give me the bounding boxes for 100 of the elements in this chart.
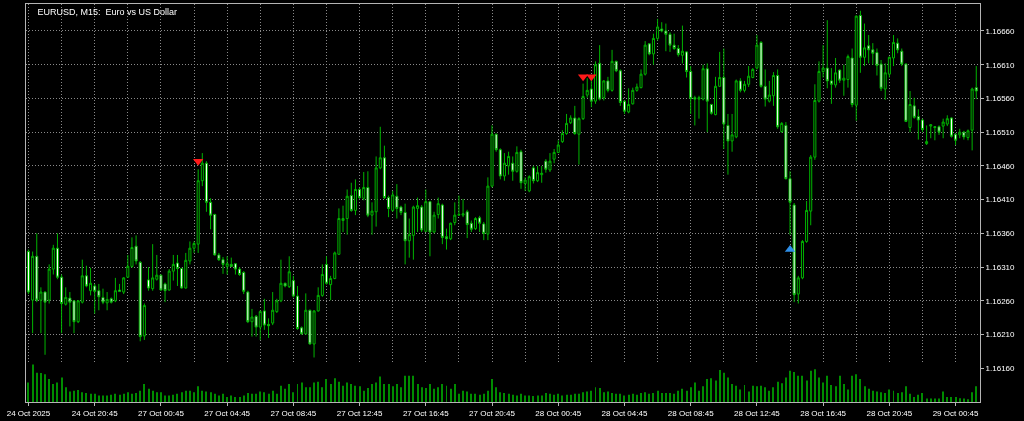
bar	[735, 385, 737, 402]
bar	[739, 389, 741, 402]
bar	[462, 390, 464, 402]
bar	[607, 391, 609, 402]
bar	[379, 376, 381, 402]
bar	[40, 373, 42, 402]
bar	[408, 375, 410, 402]
bar	[884, 392, 886, 402]
y-tick-label: 1.16510	[985, 127, 1016, 137]
bar	[454, 383, 456, 402]
bar	[234, 397, 236, 402]
bar	[520, 393, 522, 402]
candlestick	[664, 23, 668, 52]
bar	[185, 390, 187, 402]
candlestick	[536, 165, 540, 183]
bar	[599, 388, 601, 402]
bar	[288, 383, 290, 402]
candlestick	[792, 202, 796, 303]
bar	[363, 390, 365, 402]
candlestick	[403, 203, 407, 265]
bar	[578, 393, 580, 402]
bar	[690, 387, 692, 402]
bar	[32, 364, 34, 402]
bar	[864, 386, 866, 402]
candlestick	[540, 165, 544, 184]
bar	[487, 390, 489, 402]
candlestick	[925, 124, 929, 145]
bar	[36, 372, 38, 402]
bar	[768, 390, 770, 402]
bar	[835, 386, 837, 402]
y-tick-label: 1.16360	[985, 229, 1016, 239]
bar	[495, 387, 497, 402]
bar	[276, 393, 278, 402]
bar	[73, 390, 75, 402]
bar	[574, 393, 576, 402]
bar	[334, 378, 336, 402]
bar	[160, 392, 162, 402]
bar	[164, 395, 166, 402]
candlestick	[747, 65, 751, 88]
x-tick-label: 28 Oct 04:45	[601, 408, 648, 418]
bar	[859, 379, 861, 402]
candlestick	[776, 68, 780, 130]
bar	[950, 397, 952, 402]
bar	[839, 375, 841, 402]
bar	[90, 393, 92, 402]
y-tick-label: 1.16160	[985, 364, 1016, 374]
bar	[537, 395, 539, 402]
bar	[822, 382, 824, 402]
bar	[553, 394, 555, 402]
bar	[201, 390, 203, 402]
bar	[251, 393, 253, 402]
bar	[284, 388, 286, 402]
bar	[855, 374, 857, 402]
bar	[959, 398, 961, 402]
x-tick-label: 27 Oct 00:45	[138, 408, 185, 418]
candlestick	[722, 48, 726, 150]
bar	[681, 388, 683, 402]
bar	[516, 395, 518, 402]
candlestick	[151, 243, 155, 292]
bar	[205, 391, 207, 402]
bar	[143, 383, 145, 402]
bar	[557, 393, 559, 402]
y-tick-label: 1.16260	[985, 296, 1016, 306]
bar	[785, 377, 787, 402]
bar	[781, 383, 783, 402]
bar	[760, 385, 762, 402]
candlestick	[138, 260, 142, 342]
bar	[723, 372, 725, 402]
bar	[412, 375, 414, 402]
bar	[176, 393, 178, 402]
bar	[321, 387, 323, 402]
bar	[470, 393, 472, 402]
bar	[545, 392, 547, 402]
bar	[541, 395, 543, 402]
bar	[971, 392, 973, 402]
bar	[909, 393, 911, 402]
bar	[590, 390, 592, 402]
bar	[677, 390, 679, 402]
y-tick-label: 1.16610	[985, 60, 1016, 70]
bar	[197, 386, 199, 402]
bar	[110, 394, 112, 402]
bar	[313, 382, 315, 402]
bar	[843, 383, 845, 402]
candlestick	[175, 254, 179, 287]
bar	[532, 395, 534, 402]
bar	[156, 392, 158, 402]
bar	[686, 390, 688, 402]
bar	[404, 375, 406, 402]
bar	[483, 393, 485, 402]
y-tick-label: 1.16210	[985, 330, 1016, 340]
candlestick	[933, 125, 937, 141]
bar	[268, 393, 270, 402]
candlestick	[233, 262, 237, 276]
bar	[193, 392, 195, 402]
bar	[280, 385, 282, 402]
bar	[603, 392, 605, 402]
bar	[872, 390, 874, 402]
candlestick	[225, 255, 229, 276]
bar	[793, 371, 795, 402]
bar	[400, 387, 402, 402]
